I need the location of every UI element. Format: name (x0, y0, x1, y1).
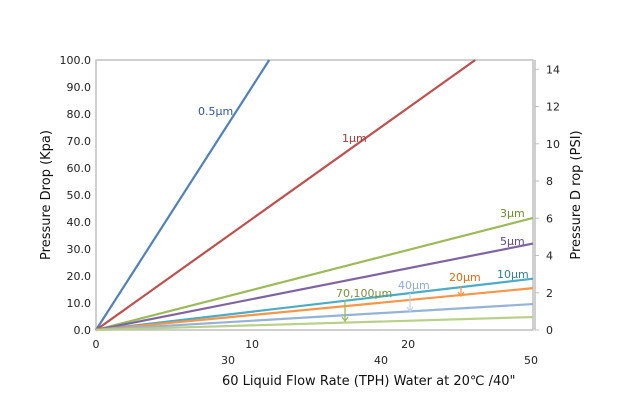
arrowhead-icon (341, 316, 349, 323)
y-tick-label: 90.0 (67, 81, 92, 94)
series-label: 20μm (449, 271, 481, 284)
y-tick-label: 100.0 (60, 54, 92, 67)
y-tick-label: 30.0 (67, 243, 92, 256)
y-tick-label: 70.0 (67, 135, 92, 148)
series-line-3-m (95, 216, 534, 332)
y-tick-label: 0.0 (74, 324, 92, 337)
series-label: 3μm (500, 207, 525, 220)
x-tick-label: 0 (93, 338, 100, 351)
y2-tick-label: 10 (546, 138, 560, 151)
series-line-1-m (95, 59, 476, 331)
y-tick-label: 40.0 (67, 216, 92, 229)
x-tick-label: 50 (524, 354, 538, 367)
y2-tick-label: 8 (546, 175, 553, 188)
x-tick-label: 40 (374, 354, 388, 367)
series-line-40-m (95, 302, 534, 332)
y2-tick-label: 2 (546, 287, 553, 300)
plot-area (95, 59, 534, 331)
series-label: 5μm (500, 235, 525, 248)
y-tick-label: 10.0 (67, 297, 92, 310)
y2-tick-label: 12 (546, 101, 560, 114)
y2-tick-label: 0 (546, 324, 553, 337)
series-line-0-5-m (95, 59, 271, 331)
x-tick-label: 10 (245, 338, 259, 351)
x-tick-label: 20 (401, 338, 415, 351)
series-line-10-m (95, 277, 534, 332)
x-tick-label: 30 (221, 354, 235, 367)
y-tick-label: 50.0 (67, 189, 92, 202)
y2-axis-title: Pressure D rop (PSI) (569, 130, 584, 259)
series-line-5-m (95, 242, 534, 332)
series-label: 70,100μm (336, 287, 392, 300)
y-tick-label: 80.0 (67, 108, 92, 121)
y-tick-label: 20.0 (67, 270, 92, 283)
series-label: 10μm (497, 268, 529, 281)
y-tick-label: 60.0 (67, 162, 92, 175)
x-axis-title: 60 Liquid Flow Rate (TPH) Water at 20℃ /… (222, 374, 516, 389)
series-label: 1μm (342, 132, 367, 145)
y2-tick-label: 14 (546, 63, 560, 76)
y2-tick-label: 4 (546, 250, 553, 263)
series-label: 40μm (398, 279, 430, 292)
y-axis-title: Pressure Drop (Kpa) (39, 130, 54, 260)
series-line-70-100-m (95, 315, 534, 332)
arrowhead-icon (406, 306, 414, 313)
series-label: 0.5μm (198, 105, 233, 118)
y2-tick-label: 6 (546, 212, 553, 225)
arrowhead-icon (457, 291, 465, 298)
